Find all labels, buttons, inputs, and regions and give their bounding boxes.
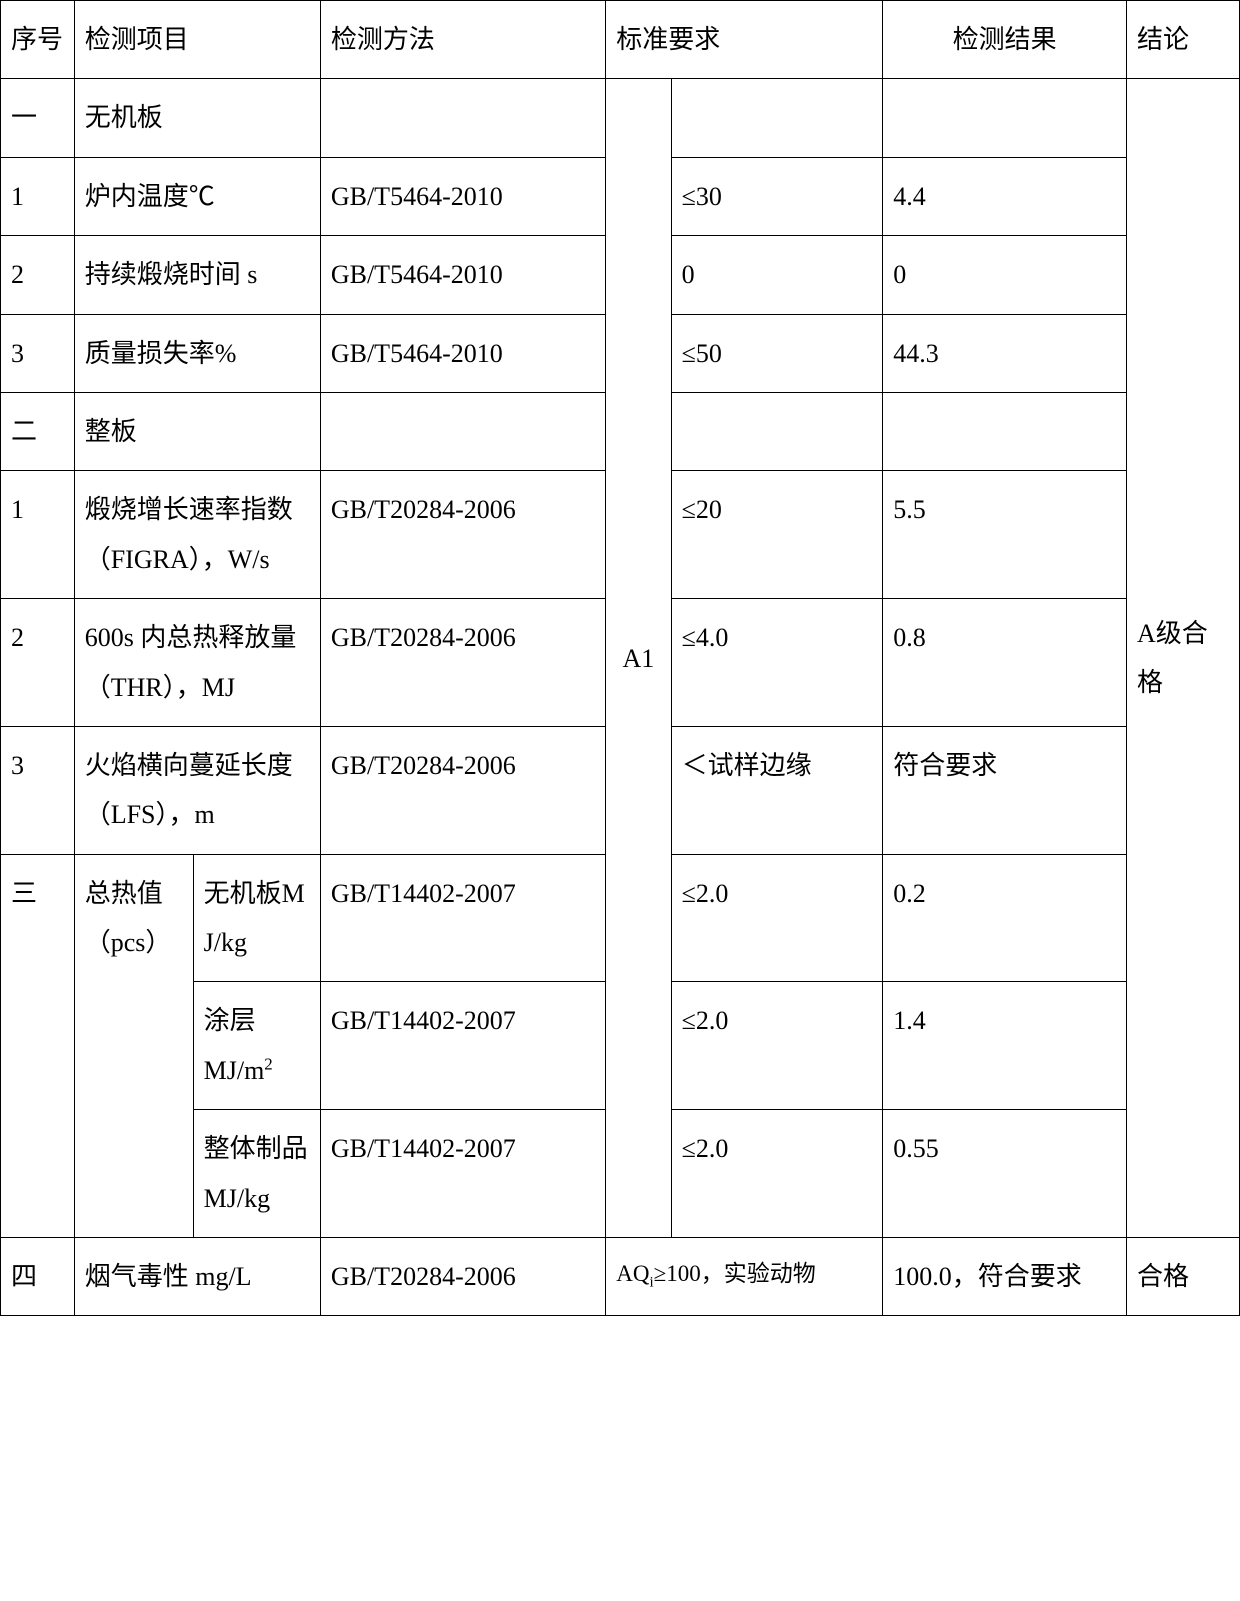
main-table: 序号 检测项目 检测方法 标准要求 检测结果 结论 一 无机板 A1 A级合格 … [0,0,1240,1316]
conc-a-text: A级合格 [1137,619,1208,697]
r10-method: GB/T20284-2006 [320,1238,605,1316]
r4-res: 5.5 [883,471,1127,599]
s2-method-empty [320,392,605,470]
r7-res: 0.2 [883,854,1127,982]
r10-req-a: AQ [616,1261,649,1286]
s3-sub3: 整体制品MJ/kg [193,1110,320,1238]
test-report-table: 序号 检测项目 检测方法 标准要求 检测结果 结论 一 无机板 A1 A级合格 … [0,0,1240,1316]
req-a1: A1 [606,79,671,1238]
s3-sub2-b: MJ/m [204,1056,265,1085]
hdr-method: 检测方法 [320,1,605,79]
r1-res: 4.4 [883,157,1127,235]
r3-method: GB/T5464-2010 [320,314,605,392]
r8-res: 1.4 [883,982,1127,1110]
r5-n: 2 [1,599,75,727]
hdr-result: 检测结果 [883,1,1127,79]
s4-title: 烟气毒性 mg/L [74,1238,320,1316]
hdr-conclusion: 结论 [1126,1,1239,79]
r4-n: 1 [1,471,75,599]
s1-title: 无机板 [74,79,320,157]
r4-method: GB/T20284-2006 [320,471,605,599]
r2-res: 0 [883,236,1127,314]
r6-method: GB/T20284-2006 [320,726,605,854]
row-10: 四 烟气毒性 mg/L GB/T20284-2006 AQi≥100，实验动物 … [1,1238,1240,1316]
r10-req-b: ≥100，实验动物 [654,1261,816,1286]
r8-method: GB/T14402-2007 [320,982,605,1110]
conclusion-b: 合格 [1126,1238,1239,1316]
r2-item: 持续煅烧时间 s [74,236,320,314]
s3-sub1: 无机板MJ/kg [193,854,320,982]
r5-item: 600s 内总热释放量（THR），MJ [74,599,320,727]
r3-res: 44.3 [883,314,1127,392]
s1-method-empty [320,79,605,157]
hdr-seq: 序号 [1,1,75,79]
r6-n: 3 [1,726,75,854]
r1-n: 1 [1,157,75,235]
s4-num: 四 [1,1238,75,1316]
hdr-requirement: 标准要求 [606,1,883,79]
r3-item: 质量损失率% [74,314,320,392]
r2-req: 0 [671,236,883,314]
r5-req: ≤4.0 [671,599,883,727]
s3-num: 三 [1,854,75,1237]
r3-n: 3 [1,314,75,392]
r9-res: 0.55 [883,1110,1127,1238]
r1-method: GB/T5464-2010 [320,157,605,235]
r7-method: GB/T14402-2007 [320,854,605,982]
conclusion-a: A级合格 [1126,79,1239,1238]
header-row: 序号 检测项目 检测方法 标准要求 检测结果 结论 [1,1,1240,79]
r10-res: 100.0，符合要求 [883,1238,1127,1316]
r2-method: GB/T5464-2010 [320,236,605,314]
r4-item: 煅烧增长速率指数（FIGRA），W/s [74,471,320,599]
r6-req: ＜试样边缘 [671,726,883,854]
r5-method: GB/T20284-2006 [320,599,605,727]
r1-item: 炉内温度℃ [74,157,320,235]
hdr-item: 检测项目 [74,1,320,79]
s2-res-empty [883,392,1127,470]
r6-item: 火焰横向蔓延长度（LFS），m [74,726,320,854]
r3-req: ≤50 [671,314,883,392]
r6-res: 符合要求 [883,726,1127,854]
s2-num: 二 [1,392,75,470]
r2-n: 2 [1,236,75,314]
s2-title: 整板 [74,392,320,470]
s3-title: 总热值（pcs） [74,854,193,1237]
r10-req: AQi≥100，实验动物 [606,1238,883,1316]
r7-req: ≤2.0 [671,854,883,982]
r1-req: ≤30 [671,157,883,235]
s3-sub2-sup: 2 [264,1054,272,1073]
s3-sub2: 涂层 MJ/m2 [193,982,320,1110]
r8-req: ≤2.0 [671,982,883,1110]
s1-res-empty [883,79,1127,157]
r9-req: ≤2.0 [671,1110,883,1238]
r9-method: GB/T14402-2007 [320,1110,605,1238]
r4-req: ≤20 [671,471,883,599]
section-1-row: 一 无机板 A1 A级合格 [1,79,1240,157]
s3-sub2-a: 涂层 [204,1006,256,1035]
s2-req-empty [671,392,883,470]
r5-res: 0.8 [883,599,1127,727]
s1-req-empty [671,79,883,157]
s1-num: 一 [1,79,75,157]
